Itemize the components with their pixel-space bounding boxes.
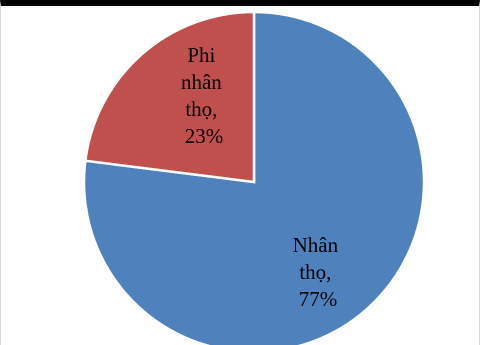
label-phi-nhan-tho-line-3: thọ,	[185, 97, 217, 121]
label-nhan-tho-line-2: thọ,	[299, 260, 331, 284]
pie-slice-phi-nhan-tho	[85, 12, 254, 182]
label-phi-nhan-tho-percent: 23%	[185, 124, 224, 148]
label-phi-nhan-tho-line-2: nhân	[181, 70, 222, 94]
pie-slices	[84, 12, 424, 345]
label-nhan-tho-line-1: Nhân	[293, 233, 339, 257]
label-nhan-tho-percent: 77%	[299, 287, 338, 311]
label-phi-nhan-tho-line-1: Phi	[187, 43, 215, 67]
slice-label-nhan-tho: Nhân thọ, 77%	[293, 233, 344, 311]
